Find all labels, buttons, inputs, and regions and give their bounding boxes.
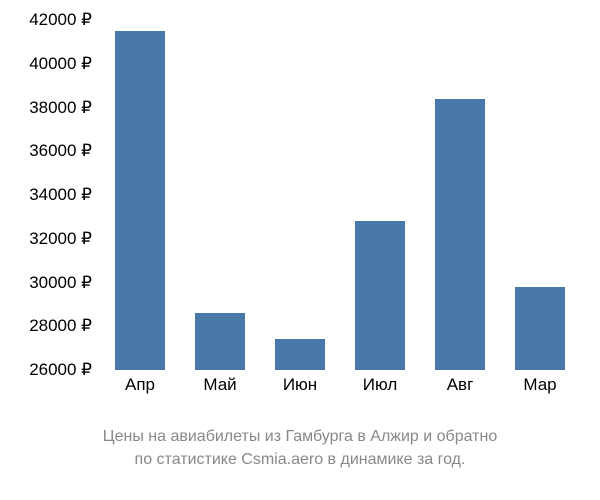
x-axis: Апр Май Июн Июл Авг Мар [100, 375, 580, 405]
y-tick-label: 28000 ₽ [29, 316, 92, 336]
x-tick-label: Июл [363, 375, 398, 395]
bar [355, 221, 405, 370]
chart-caption: Цены на авиабилеты из Гамбурга в Алжир и… [0, 425, 600, 471]
y-tick-label: 32000 ₽ [29, 229, 92, 249]
x-tick-label: Авг [447, 375, 474, 395]
x-tick-label: Июн [283, 375, 317, 395]
caption-line2: по статистике Csmia.aero в динамике за г… [135, 451, 466, 468]
bar [275, 339, 325, 370]
price-chart: 26000 ₽ 28000 ₽ 30000 ₽ 32000 ₽ 34000 ₽ 36000… [0, 0, 600, 500]
bar [115, 31, 165, 370]
x-tick-label: Май [203, 375, 236, 395]
y-tick-label: 34000 ₽ [29, 185, 92, 205]
y-tick-label: 30000 ₽ [29, 273, 92, 293]
x-tick-label: Мар [523, 375, 556, 395]
plot-area [100, 20, 580, 370]
bar [515, 287, 565, 370]
bar [435, 99, 485, 370]
y-tick-label: 40000 ₽ [29, 54, 92, 74]
caption-line1: Цены на авиабилеты из Гамбурга в Алжир и… [103, 428, 497, 445]
y-tick-label: 38000 ₽ [29, 98, 92, 118]
y-tick-label: 26000 ₽ [29, 360, 92, 380]
x-tick-label: Апр [125, 375, 155, 395]
bars-container [100, 20, 580, 370]
bar [195, 313, 245, 370]
y-tick-label: 42000 ₽ [29, 10, 92, 30]
y-tick-label: 36000 ₽ [29, 141, 92, 161]
y-axis: 26000 ₽28000 ₽30000 ₽32000 ₽34000 ₽36000… [0, 20, 100, 370]
